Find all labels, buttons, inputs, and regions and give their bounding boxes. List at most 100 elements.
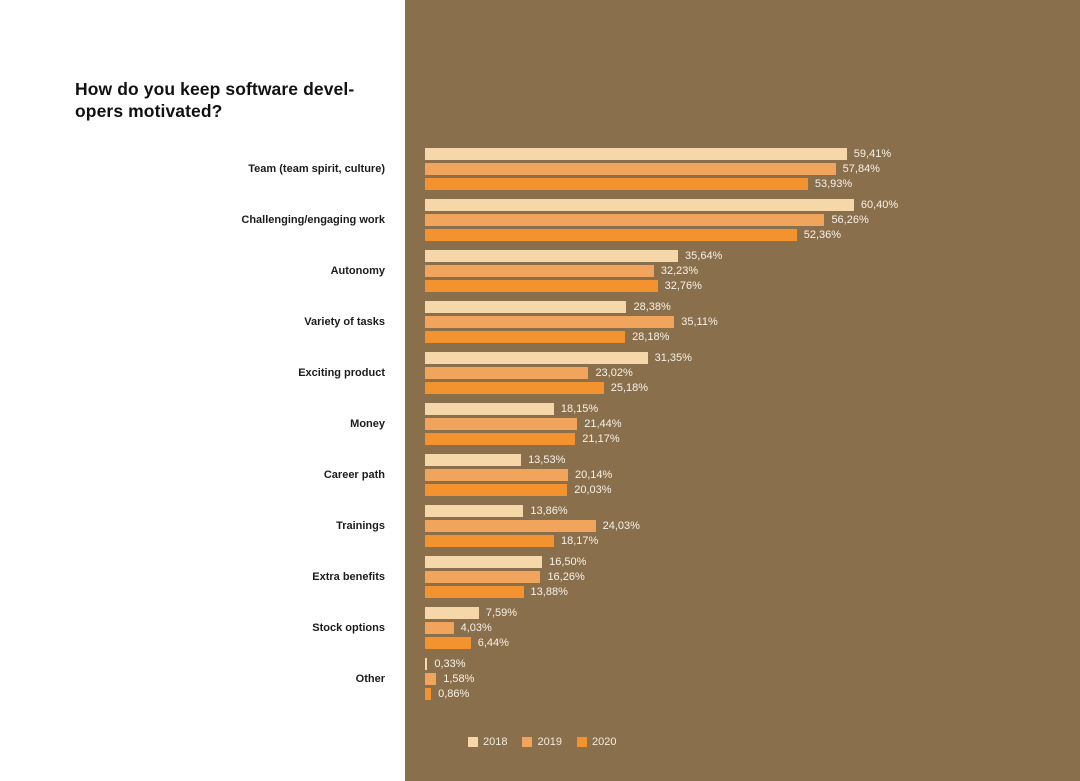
legend-item-2019: 2019: [522, 736, 562, 748]
chart-title-line1: How do you keep software devel-: [75, 79, 355, 99]
bar-2018: [425, 607, 479, 619]
chart-row: Autonomy 35,64% 32,23% 32,76%: [0, 250, 1080, 292]
bar-value-label: 57,84%: [842, 163, 880, 175]
bar-group: 7,59% 4,03% 6,44%: [425, 607, 517, 649]
bar-2018: [425, 454, 522, 466]
legend-swatch-2020: [576, 737, 587, 747]
bar-value-label: 28,38%: [633, 301, 671, 313]
bar-line: 13,86%: [425, 505, 640, 517]
bar-group: 0,33% 1,58% 0,86%: [425, 658, 474, 700]
bar-2018: [425, 658, 428, 670]
bar-value-label: 59,41%: [853, 148, 892, 160]
bar-2019: [425, 316, 675, 328]
bar-value-label: 23,02%: [595, 367, 633, 379]
bar-2019: [425, 418, 578, 430]
bar-2018: [425, 403, 554, 415]
bar-value-label: 13,88%: [530, 586, 568, 598]
category-label: Variety of tasks: [304, 316, 385, 328]
legend-label: 2018: [483, 736, 508, 748]
bar-2018: [425, 148, 847, 160]
bar-value-label: 13,86%: [530, 505, 568, 517]
bar-2018: [425, 556, 543, 568]
bar-group: 35,64% 32,23% 32,76%: [425, 250, 722, 292]
bar-value-label: 7,59%: [485, 607, 518, 619]
bar-line: 1,58%: [425, 673, 474, 685]
bar-2019: [425, 214, 825, 226]
bar-2018: [425, 250, 679, 262]
bar-line: 24,03%: [425, 520, 640, 532]
bar-value-label: 16,26%: [547, 571, 585, 583]
bar-value-label: 18,15%: [560, 403, 599, 415]
bar-2019: [425, 622, 454, 634]
bar-line: 4,03%: [425, 622, 517, 634]
bar-value-label: 32,23%: [660, 265, 699, 277]
legend-item-2020: 2020: [576, 736, 616, 748]
bar-line: 21,17%: [425, 433, 622, 445]
bar-value-label: 18,17%: [561, 535, 599, 547]
category-label: Stock options: [312, 622, 385, 634]
bar-value-label: 0,33%: [434, 658, 466, 670]
bar-2020: [425, 280, 658, 292]
bar-2020: [425, 637, 471, 649]
bar-group: 31,35% 23,02% 25,18%: [425, 352, 692, 394]
bar-group: 59,41% 57,84% 53,93%: [425, 148, 891, 190]
bar-value-label: 35,11%: [681, 316, 718, 328]
legend-label: 2019: [537, 736, 562, 748]
bar-2020: [425, 535, 554, 547]
bar-group: 13,53% 20,14% 20,03%: [425, 454, 612, 496]
bar-value-label: 6,44%: [477, 637, 509, 649]
bar-value-label: 25,18%: [610, 382, 649, 394]
legend-swatch-2018: [468, 737, 478, 747]
bar-value-label: 31,35%: [654, 352, 692, 364]
bar-group: 28,38% 35,11% 28,18%: [425, 301, 718, 343]
category-label: Trainings: [336, 520, 385, 532]
bar-2018: [425, 301, 627, 313]
bar-value-label: 21,17%: [582, 433, 620, 445]
chart-row: Career path 13,53% 20,14% 20,03%: [0, 454, 1080, 496]
bar-value-label: 0,86%: [438, 688, 470, 700]
bar-2019: [425, 520, 596, 532]
bar-line: 32,76%: [425, 280, 722, 292]
bar-line: 0,86%: [425, 688, 474, 700]
bar-2018: [425, 352, 648, 364]
bar-line: 56,26%: [425, 214, 898, 226]
category-label: Autonomy: [330, 265, 385, 277]
category-label: Other: [355, 673, 385, 685]
bar-line: 35,11%: [425, 316, 718, 328]
bar-line: 13,88%: [425, 586, 586, 598]
chart-row: Exciting product 31,35% 23,02% 25,18%: [0, 352, 1080, 394]
bar-value-label: 13,53%: [528, 454, 566, 466]
chart-row: Extra benefits 16,50% 16,26% 13,88%: [0, 556, 1080, 598]
bar-value-label: 35,64%: [685, 250, 723, 262]
bar-line: 21,44%: [425, 418, 622, 430]
chart-row: Variety of tasks 28,38% 35,11% 28,18%: [0, 301, 1080, 343]
bar-value-label: 24,03%: [602, 520, 640, 532]
bar-line: 59,41%: [425, 148, 891, 160]
bar-line: 18,15%: [425, 403, 622, 415]
chart-row: Trainings 13,86% 24,03% 18,17%: [0, 505, 1080, 547]
bar-line: 16,50%: [425, 556, 586, 568]
legend-swatch-2019: [522, 737, 533, 747]
bar-group: 16,50% 16,26% 13,88%: [425, 556, 586, 598]
bar-line: 35,64%: [425, 250, 722, 262]
bar-2020: [425, 178, 808, 190]
bar-2019: [425, 265, 654, 277]
chart-row: Other 0,33% 1,58% 0,86%: [0, 658, 1080, 700]
bar-2019: [425, 367, 589, 379]
bar-line: 28,18%: [425, 331, 718, 343]
bar-value-label: 21,44%: [584, 418, 622, 430]
bar-2020: [425, 229, 797, 241]
chart-row: Challenging/engaging work 60,40% 56,26% 52,…: [0, 199, 1080, 241]
bar-line: 0,33%: [425, 658, 474, 670]
bar-chart: Team (team spirit, culture) 59,41% 57,84% 5…: [0, 148, 1080, 709]
chart-row: Money 18,15% 21,44% 21,17%: [0, 403, 1080, 445]
bar-value-label: 1,58%: [443, 673, 475, 685]
bar-line: 7,59%: [425, 607, 517, 619]
bar-line: 20,03%: [425, 484, 612, 496]
bar-2020: [425, 433, 576, 445]
bar-value-label: 56,26%: [831, 214, 869, 226]
category-label: Career path: [323, 469, 385, 481]
bar-2019: [425, 163, 836, 175]
bar-line: 6,44%: [425, 637, 517, 649]
